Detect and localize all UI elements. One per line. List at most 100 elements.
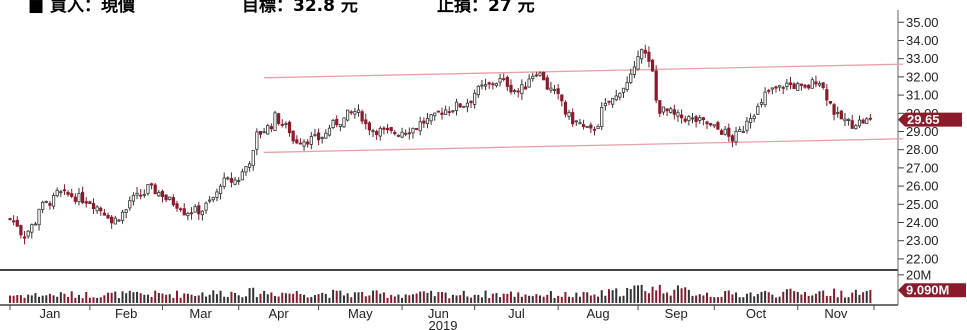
volume-bar (411, 294, 414, 303)
volume-bar (745, 293, 748, 303)
volume-bar (117, 298, 120, 303)
candle-body (734, 130, 738, 143)
candle-body (135, 192, 139, 196)
volume-bar (571, 297, 574, 303)
volume-bar (756, 293, 759, 303)
volume-bar (59, 292, 62, 303)
volume-bar (814, 293, 817, 303)
candle-body (81, 191, 85, 203)
candle-body (389, 127, 393, 132)
volume-bar (197, 295, 200, 303)
volume-bar (339, 290, 342, 303)
volume-bar (375, 290, 378, 303)
candle-body (592, 128, 597, 131)
volume-bar (390, 294, 393, 303)
candle-body (218, 185, 223, 194)
volume-bar (477, 294, 480, 303)
y-tick-label: 26.00 (906, 179, 939, 194)
volume-bar (524, 294, 527, 303)
volume-bar (669, 295, 672, 303)
candle-body (810, 79, 814, 89)
stop-text: 止損：27 元 (437, 0, 535, 16)
candle-body (509, 84, 513, 93)
volume-bar (172, 297, 175, 303)
volume-bar (546, 294, 549, 303)
volume-bar (666, 292, 669, 303)
volume-bar (96, 297, 99, 303)
candle-body (756, 106, 760, 115)
volume-bar (175, 290, 178, 303)
candle-body (792, 83, 796, 89)
volume-bar (306, 297, 309, 303)
volume-bar (81, 298, 84, 303)
y-tick-label: 35.00 (906, 15, 939, 30)
volume-bar (582, 291, 585, 303)
candle-body (157, 192, 161, 197)
candle-body (480, 84, 484, 87)
volume-bar (611, 290, 614, 303)
volume-bar (150, 296, 153, 303)
volume-bar (807, 295, 810, 303)
volume-bar (143, 294, 146, 303)
volume-bar (27, 294, 30, 303)
candle-body (850, 120, 854, 129)
candle-body (385, 127, 390, 131)
volume-bar (731, 294, 734, 303)
candle-body (636, 56, 640, 70)
volume-bar (139, 293, 142, 303)
volume-bar (346, 293, 349, 303)
y-tick-label: 34.00 (906, 33, 939, 48)
candle-body (400, 131, 404, 138)
volume-bar (132, 292, 135, 303)
volume-bar (702, 295, 705, 303)
candle-body (719, 130, 724, 135)
candle-body (687, 116, 691, 122)
candle-body (382, 127, 386, 130)
volume-bar (107, 292, 110, 303)
candle-body (527, 78, 531, 88)
candle-body (418, 121, 422, 132)
volume-bar (796, 291, 799, 303)
candle-body (204, 202, 208, 211)
volume-bar (680, 288, 683, 303)
volume-bar (372, 290, 375, 303)
candle-body (149, 183, 154, 186)
volume-bar (564, 291, 567, 303)
candle-body (796, 83, 800, 91)
y-tick-label: 23.00 (906, 233, 939, 248)
month-label: Jul (508, 306, 525, 321)
candle-body (607, 100, 611, 103)
candle-body (723, 128, 727, 135)
candle-body (19, 225, 23, 236)
candle-body (513, 90, 517, 92)
volume-bar (633, 285, 636, 303)
candle-body (37, 208, 41, 226)
candle-body (712, 124, 716, 127)
volume-bar (553, 297, 556, 303)
month-label: May (348, 306, 373, 321)
volume-bar (223, 296, 226, 303)
candle-body (665, 108, 669, 112)
candle-body (44, 201, 48, 203)
volume-bar (698, 294, 701, 303)
volume-bar (248, 288, 251, 303)
volume-bar (292, 293, 295, 303)
candle-body (77, 193, 81, 203)
volume-bar (85, 291, 88, 303)
candle-body (117, 219, 121, 222)
volume-bar (444, 292, 447, 303)
volume-bar (186, 293, 189, 303)
candle-body (273, 112, 277, 132)
volume-bar (760, 291, 763, 303)
volume-bar (491, 293, 494, 303)
volume-bar (549, 291, 552, 303)
volume-bar (575, 292, 578, 303)
candle-body (654, 70, 658, 101)
volume-bar (408, 295, 411, 303)
volume-bar (484, 290, 487, 303)
volume-bar (194, 296, 197, 303)
candle-body (59, 191, 63, 194)
candle-body (349, 111, 353, 114)
candle-body (778, 85, 782, 88)
candle-body (672, 109, 676, 115)
